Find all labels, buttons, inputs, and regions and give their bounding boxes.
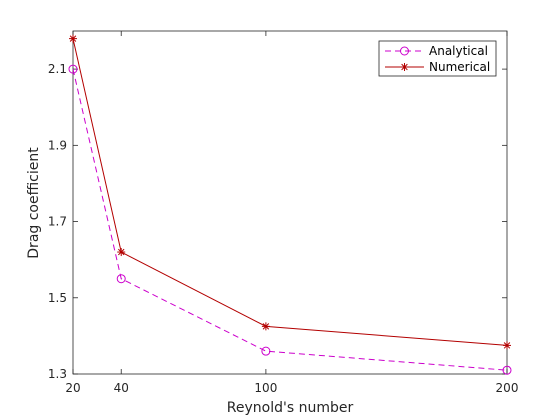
y-tick-label: 1.9 xyxy=(48,138,67,152)
data-point-analytical xyxy=(68,64,78,74)
plot-area xyxy=(72,30,508,375)
y-tick-label: 1.3 xyxy=(48,367,67,381)
data-point-analytical xyxy=(502,365,512,375)
legend-label-analytical: Analytical xyxy=(429,44,488,58)
x-tick-label: 100 xyxy=(254,381,277,395)
series-line-analytical xyxy=(72,68,508,371)
axis-ticks xyxy=(72,31,508,375)
data-point-numerical xyxy=(261,322,270,331)
y-axis-label: Drag coefficient xyxy=(26,147,42,259)
legend-marker-analytical xyxy=(400,46,409,56)
series-line-numerical xyxy=(72,38,508,346)
data-point-numerical xyxy=(503,341,511,350)
series-layer xyxy=(68,34,512,375)
data-point-analytical xyxy=(261,346,271,356)
x-axis-label: Reynold's number xyxy=(227,400,354,416)
data-point-analytical xyxy=(116,274,126,284)
legend-box xyxy=(378,40,497,77)
data-point-numerical xyxy=(69,34,77,43)
legend-marker-numerical xyxy=(400,63,409,71)
tick-labels: 20 40 100 200 1.3 1.5 1.7 1.9 2.1 xyxy=(48,62,519,395)
x-tick-label: 200 xyxy=(496,381,519,395)
legend-star-glyph xyxy=(400,63,409,71)
x-tick-label: 20 xyxy=(65,381,80,395)
y-tick-label: 1.5 xyxy=(48,291,67,305)
data-point-numerical xyxy=(117,248,126,257)
legend-label-numerical: Numerical xyxy=(429,60,490,74)
y-tick-label: 2.1 xyxy=(48,62,67,76)
x-tick-label: 40 xyxy=(114,381,129,395)
y-tick-label: 1.7 xyxy=(48,215,67,229)
legend: Analytical Numerical xyxy=(378,40,497,77)
